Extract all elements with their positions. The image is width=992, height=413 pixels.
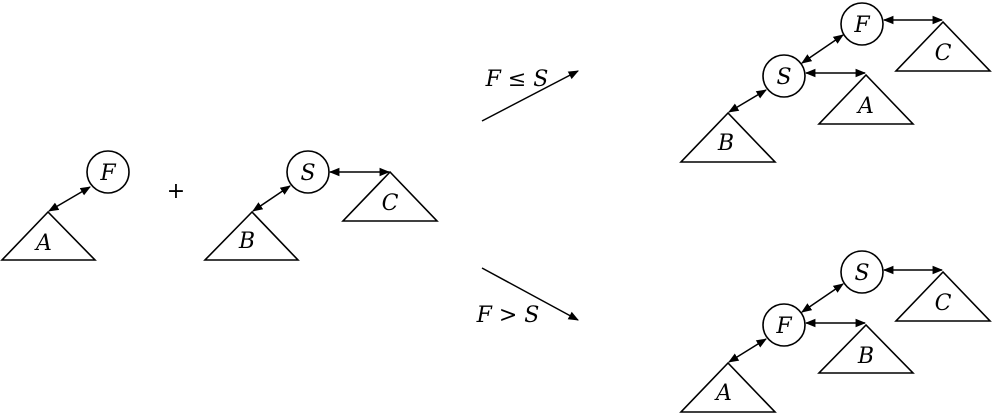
triangle-B xyxy=(203,210,300,261)
result-upper: B A C S F xyxy=(679,2,992,163)
arrow-up xyxy=(481,70,579,122)
link-F-A xyxy=(48,186,91,212)
link-F-S-upper xyxy=(801,34,844,64)
label-A: A xyxy=(34,231,52,256)
link-S-B xyxy=(252,185,291,212)
triangle-C-lower xyxy=(894,270,992,322)
triangle-C xyxy=(341,170,439,222)
link-S-F-lower xyxy=(801,283,844,313)
result-lower: A B C F S xyxy=(679,250,992,413)
label-S-upper: S xyxy=(776,65,791,90)
label-S: S xyxy=(300,161,315,186)
triangle-B-lower xyxy=(817,323,915,374)
label-C: C xyxy=(382,191,399,216)
label-F: F xyxy=(99,161,116,186)
arrow-down xyxy=(481,267,579,321)
label-A-upper: A xyxy=(856,94,874,119)
triangle-A-lower xyxy=(679,361,777,413)
right-heap: B S C xyxy=(203,150,439,261)
triangle-B-upper xyxy=(679,111,777,163)
link-S-B-upper xyxy=(728,89,767,113)
label-B: B xyxy=(238,229,255,254)
triangle-A xyxy=(0,210,97,261)
label-C-lower: C xyxy=(935,291,952,316)
condition-le: F ≤ S xyxy=(485,67,549,92)
link-F-A-lower xyxy=(728,338,767,363)
left-heap: A F xyxy=(0,150,130,261)
node-F xyxy=(86,150,130,194)
condition-gt: F > S xyxy=(476,303,540,328)
triangle-C-upper xyxy=(894,20,992,72)
label-F-lower: F xyxy=(775,314,792,339)
triangle-A-upper xyxy=(817,73,915,125)
label-S-lower: S xyxy=(854,261,869,286)
label-B-upper: B xyxy=(717,131,734,156)
label-F-upper: F xyxy=(853,13,870,38)
label-A-lower: A xyxy=(714,381,732,406)
label-B-lower: B xyxy=(857,344,874,369)
label-C-upper: C xyxy=(935,41,952,66)
plus-sign: + xyxy=(167,179,185,204)
